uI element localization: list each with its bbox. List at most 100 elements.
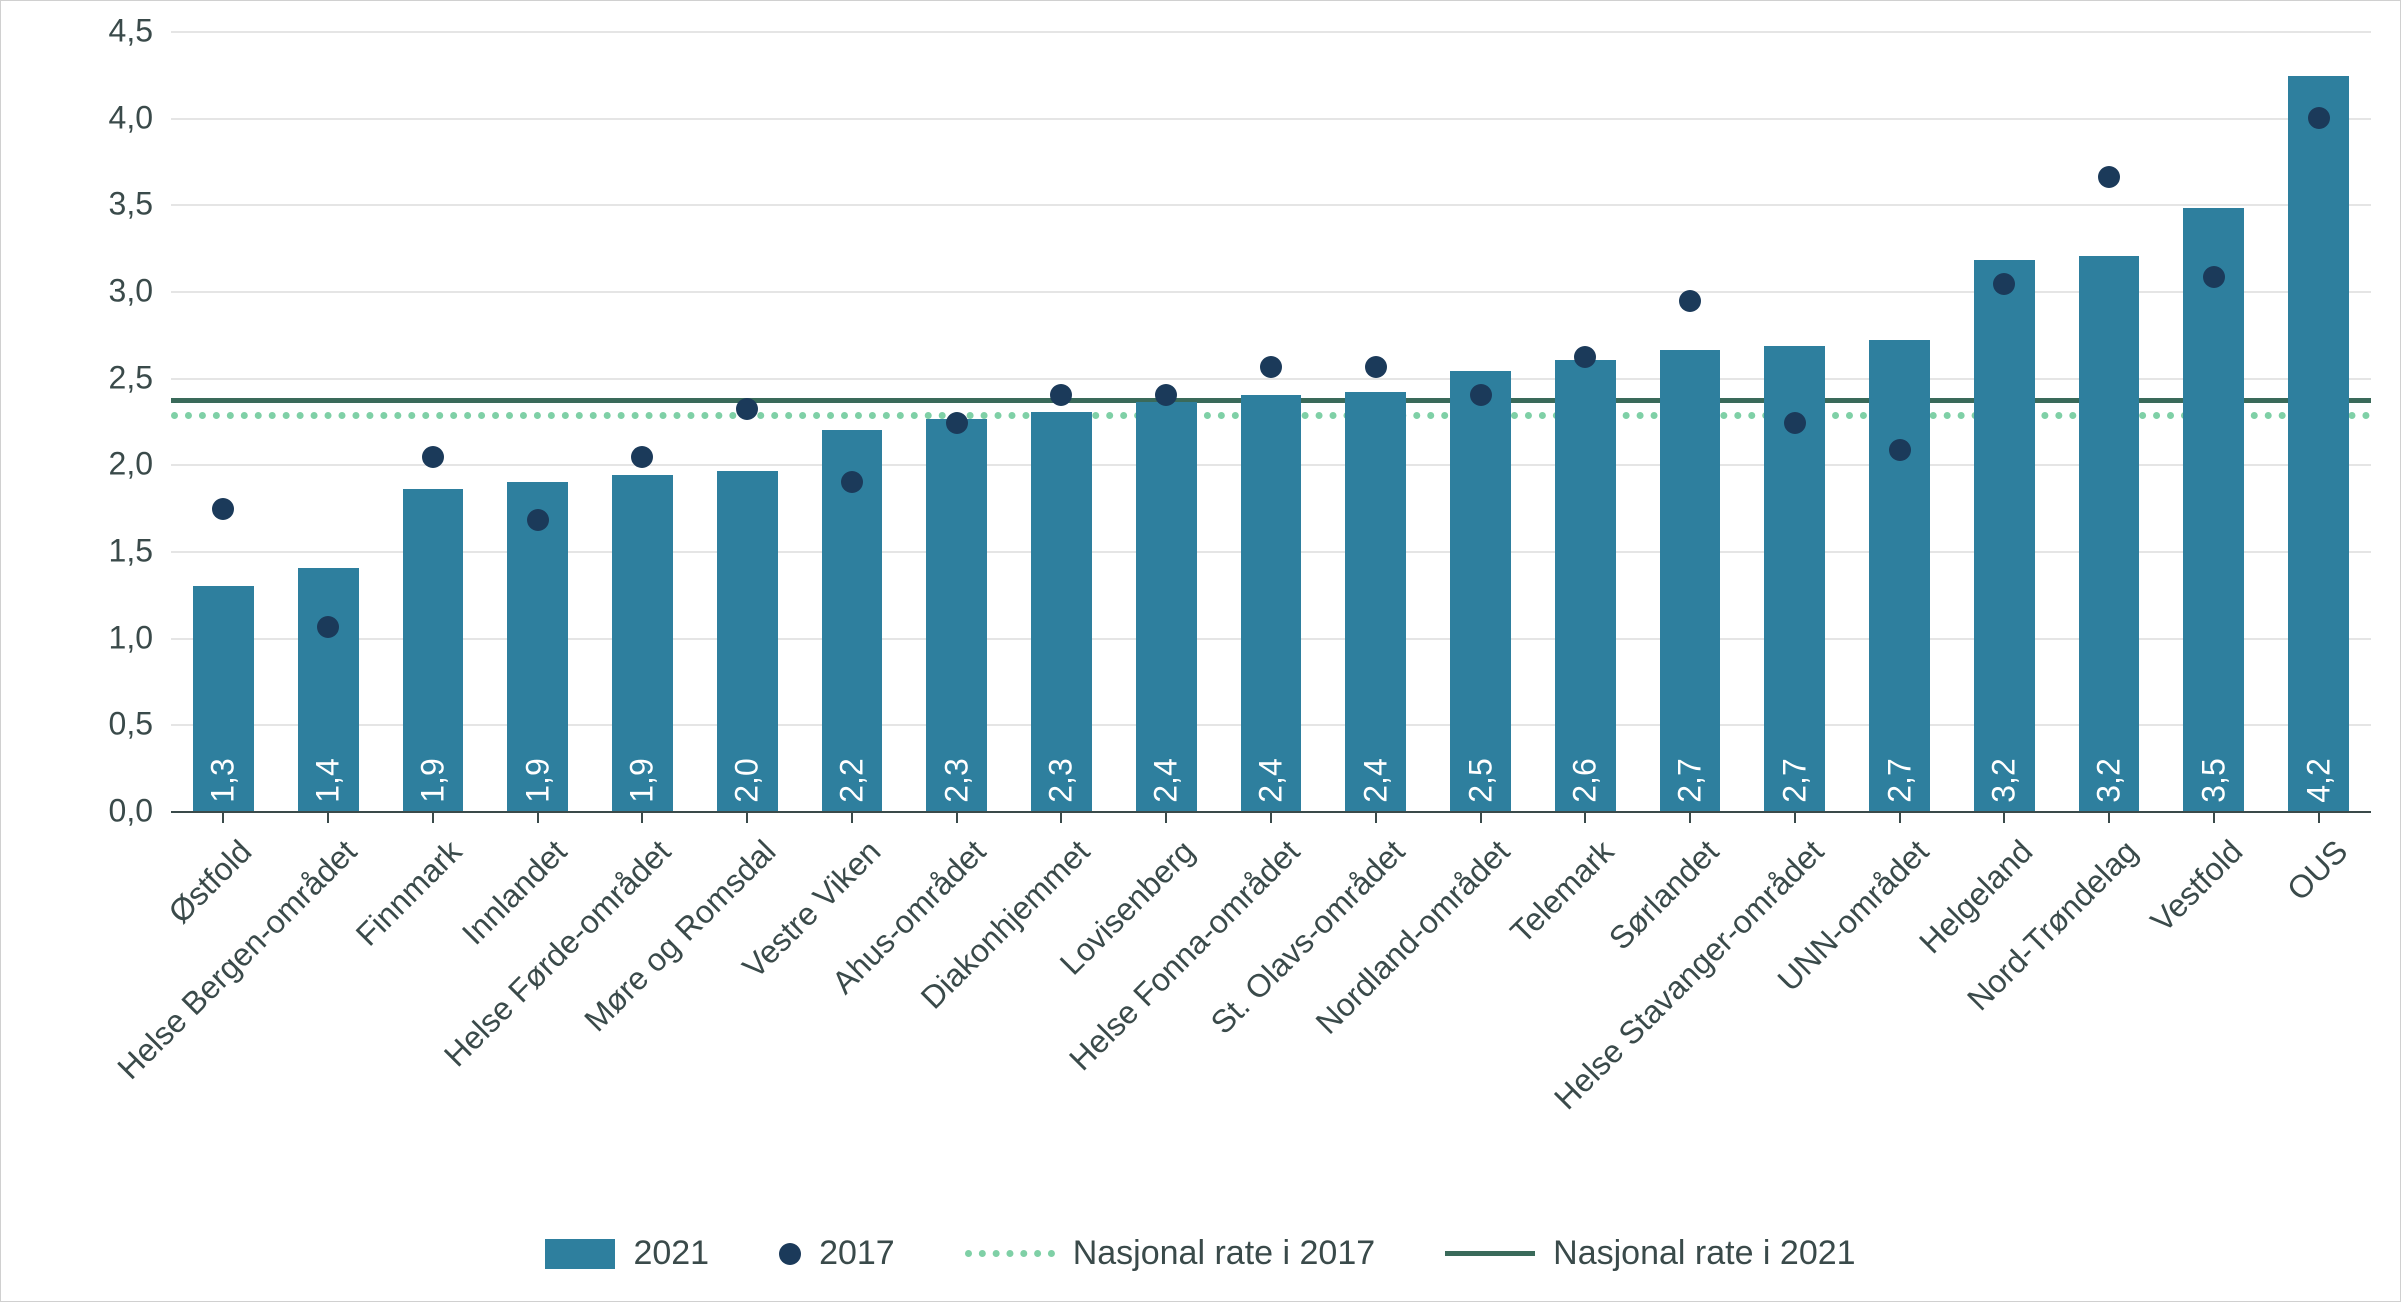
x-tick: [1480, 811, 1482, 823]
bar: 2,4: [1136, 402, 1197, 811]
y-gridline: [171, 118, 2371, 120]
scatter-dot: [946, 412, 968, 434]
y-tick-label: 2,5: [109, 359, 153, 396]
y-tick-label: 1,5: [109, 533, 153, 570]
bar: 3,2: [2079, 256, 2140, 811]
scatter-dot: [1470, 384, 1492, 406]
bar: 1,9: [507, 482, 568, 811]
scatter-dot: [631, 446, 653, 468]
bar: 2,7: [1869, 340, 1930, 811]
x-tick: [1794, 811, 1796, 823]
legend-swatch-solid-line: [1445, 1251, 1535, 1256]
scatter-dot: [736, 398, 758, 420]
legend-label: 2017: [819, 1234, 895, 1273]
bar: 1,9: [403, 489, 464, 811]
y-tick-label: 1,0: [109, 619, 153, 656]
y-gridline: [171, 291, 2371, 293]
plot-area: 0,00,51,01,52,02,53,03,54,04,51,3Østfold…: [171, 31, 2371, 811]
y-tick-label: 0,0: [109, 793, 153, 830]
x-tick: [1270, 811, 1272, 823]
bar: 2,0: [717, 471, 778, 811]
bar: 1,9: [612, 475, 673, 811]
legend: 2021 2017 Nasjonal rate i 2017 Nasjonal rat…: [1, 1234, 2400, 1273]
scatter-dot: [1889, 439, 1911, 461]
x-tick: [1060, 811, 1062, 823]
y-tick-label: 0,5: [109, 706, 153, 743]
scatter-dot: [841, 471, 863, 493]
bar: 3,2: [1974, 260, 2035, 811]
bar-value-label: 2,3: [1043, 758, 1080, 802]
bar-value-label: 3,5: [2195, 758, 2232, 802]
y-tick-label: 4,0: [109, 99, 153, 136]
bar-value-label: 1,9: [519, 758, 556, 802]
scatter-dot: [2308, 107, 2330, 129]
scatter-dot: [527, 509, 549, 531]
bar: 1,3: [193, 586, 254, 811]
x-tick: [327, 811, 329, 823]
x-tick: [1689, 811, 1691, 823]
legend-label: Nasjonal rate i 2021: [1553, 1234, 1855, 1273]
scatter-dot: [317, 616, 339, 638]
bar-value-label: 1,9: [414, 758, 451, 802]
bar: 2,7: [1660, 350, 1721, 811]
legend-item: 2021: [545, 1234, 709, 1273]
y-tick-label: 2,0: [109, 446, 153, 483]
x-tick: [2003, 811, 2005, 823]
legend-item: 2017: [779, 1234, 895, 1273]
bar-value-label: 1,4: [310, 758, 347, 802]
bar-value-label: 2,7: [1881, 758, 1918, 802]
scatter-dot: [2098, 166, 2120, 188]
y-tick-label: 3,0: [109, 273, 153, 310]
bar: 2,4: [1241, 395, 1302, 811]
bar-value-label: 4,2: [2300, 758, 2337, 802]
bar: 2,3: [1031, 412, 1092, 811]
x-tick: [1899, 811, 1901, 823]
scatter-dot: [1679, 290, 1701, 312]
bar: 1,4: [298, 568, 359, 811]
bar: 2,5: [1450, 371, 1511, 811]
bar-value-label: 2,7: [1672, 758, 1709, 802]
chart-frame: 0,00,51,01,52,02,53,03,54,04,51,3Østfold…: [0, 0, 2401, 1302]
bar: 2,6: [1555, 360, 1616, 811]
scatter-dot: [2203, 266, 2225, 288]
scatter-dot: [212, 498, 234, 520]
bar: 3,5: [2183, 208, 2244, 811]
x-tick: [222, 811, 224, 823]
bar-value-label: 1,3: [205, 758, 242, 802]
legend-label: Nasjonal rate i 2017: [1073, 1234, 1375, 1273]
legend-swatch-bar: [545, 1239, 615, 1269]
legend-swatch-dot: [779, 1243, 801, 1265]
x-tick: [2108, 811, 2110, 823]
bar-value-label: 2,5: [1462, 758, 1499, 802]
y-tick-label: 4,5: [109, 13, 153, 50]
bar-value-label: 2,4: [1357, 758, 1394, 802]
scatter-dot: [422, 446, 444, 468]
bar-value-label: 3,2: [2091, 758, 2128, 802]
x-tick: [851, 811, 853, 823]
legend-item: Nasjonal rate i 2021: [1445, 1234, 1855, 1273]
legend-label: 2021: [633, 1234, 709, 1273]
scatter-dot: [1784, 412, 1806, 434]
scatter-dot: [1574, 346, 1596, 368]
legend-item: Nasjonal rate i 2017: [965, 1234, 1375, 1273]
bar: 4,2: [2288, 76, 2349, 811]
scatter-dot: [1155, 384, 1177, 406]
scatter-dot: [1365, 356, 1387, 378]
scatter-dot: [1260, 356, 1282, 378]
bar: 2,4: [1345, 392, 1406, 811]
x-tick: [2213, 811, 2215, 823]
scatter-dot: [1050, 384, 1072, 406]
x-tick: [537, 811, 539, 823]
scatter-dot: [1993, 273, 2015, 295]
x-tick: [746, 811, 748, 823]
bar-value-label: 1,9: [624, 758, 661, 802]
legend-swatch-dotted-line: [965, 1250, 1055, 1257]
x-tick: [1165, 811, 1167, 823]
x-tick: [432, 811, 434, 823]
bar-value-label: 2,7: [1776, 758, 1813, 802]
bar: 2,3: [926, 419, 987, 811]
x-tick: [1584, 811, 1586, 823]
y-gridline: [171, 204, 2371, 206]
x-tick: [2318, 811, 2320, 823]
bar-value-label: 2,4: [1148, 758, 1185, 802]
